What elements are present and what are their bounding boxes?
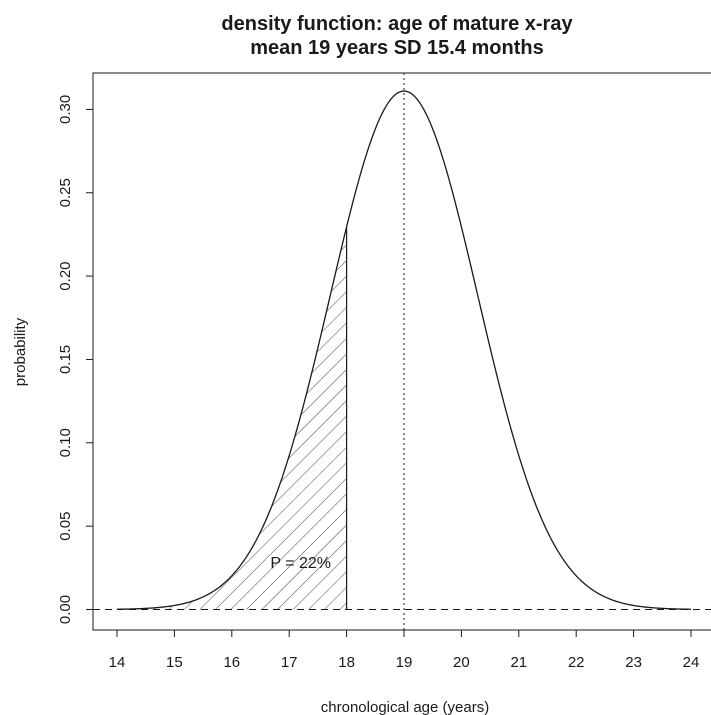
x-tick-label: 18 <box>338 654 355 671</box>
x-tick-label: 23 <box>625 654 642 671</box>
curve-layer <box>116 90 692 610</box>
x-tick-label: 21 <box>510 654 527 671</box>
y-tick-label: 0.15 <box>57 345 74 374</box>
plot-frame <box>92 72 711 631</box>
shaded-region-layer <box>117 226 348 610</box>
x-tick-label: 20 <box>453 654 470 671</box>
y-tick-label: 0.10 <box>57 428 74 457</box>
x-axis: 14 15 16 17 18 19 20 21 22 23 24 <box>109 630 700 671</box>
density-curve <box>116 90 692 610</box>
chart-subtitle: mean 19 years SD 15.4 months <box>250 37 543 59</box>
y-axis-label: probability <box>12 317 29 386</box>
x-tick-label: 24 <box>683 654 700 671</box>
probability-annotation: P = 22% <box>270 555 331 572</box>
x-tick-label: 14 <box>109 654 126 671</box>
y-axis: 0.00 0.05 0.10 0.15 0.20 0.25 0.30 <box>57 95 93 624</box>
reference-lines-layer <box>93 73 711 630</box>
y-tick-label: 0.25 <box>57 178 74 207</box>
x-tick-label: 15 <box>166 654 183 671</box>
x-tick-label: 16 <box>223 654 240 671</box>
x-tick-label: 19 <box>396 654 413 671</box>
x-tick-label: 17 <box>281 654 298 671</box>
x-tick-label: 22 <box>568 654 585 671</box>
shaded-area <box>117 226 347 610</box>
y-tick-label: 0.05 <box>57 512 74 541</box>
y-tick-label: 0.20 <box>57 261 74 290</box>
y-tick-label: 0.00 <box>57 595 74 624</box>
y-tick-label: 0.30 <box>57 95 74 124</box>
x-axis-label: chronological age (years) <box>321 699 489 715</box>
chart-title: density function: age of mature x-ray <box>221 13 573 35</box>
